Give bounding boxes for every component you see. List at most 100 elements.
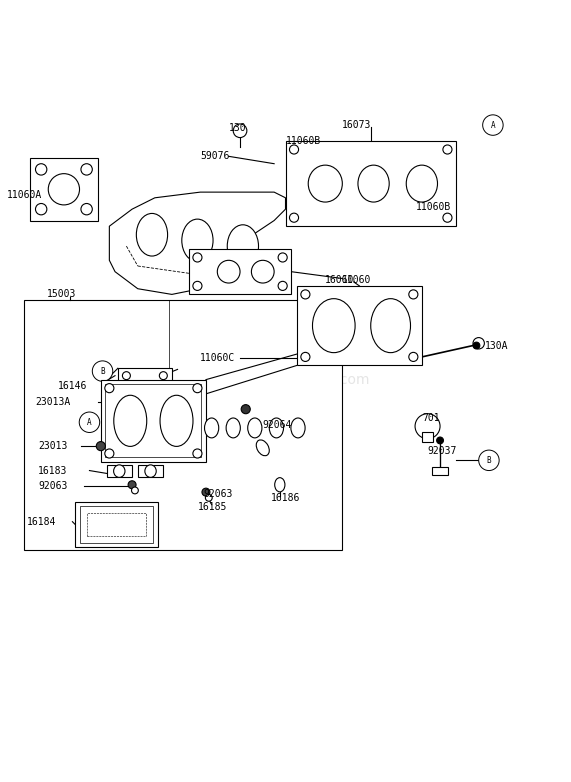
Ellipse shape (114, 465, 125, 477)
Circle shape (79, 412, 100, 432)
Ellipse shape (406, 165, 437, 202)
Circle shape (478, 450, 499, 471)
Text: 92064: 92064 (263, 420, 292, 430)
Text: 92037: 92037 (428, 446, 457, 456)
Circle shape (443, 213, 452, 222)
Circle shape (193, 282, 202, 290)
Circle shape (206, 494, 212, 501)
Text: 16186: 16186 (271, 493, 301, 503)
Circle shape (96, 442, 106, 450)
Ellipse shape (371, 299, 411, 353)
Text: 23013A: 23013A (35, 397, 71, 407)
Ellipse shape (227, 224, 259, 267)
Bar (297, 286, 422, 365)
Text: 16146: 16146 (58, 382, 87, 392)
Ellipse shape (308, 165, 343, 202)
Ellipse shape (270, 418, 284, 438)
Text: 16183: 16183 (38, 465, 68, 475)
Circle shape (202, 488, 210, 496)
Circle shape (301, 353, 310, 361)
Circle shape (473, 343, 480, 349)
Circle shape (193, 384, 202, 393)
Circle shape (93, 361, 112, 382)
Circle shape (278, 253, 287, 262)
Ellipse shape (160, 395, 193, 447)
Text: 11060C: 11060C (200, 353, 235, 363)
Ellipse shape (251, 260, 274, 283)
Circle shape (289, 213, 299, 222)
Ellipse shape (256, 440, 270, 456)
Text: 23013: 23013 (38, 441, 68, 451)
Bar (107, 465, 132, 477)
Circle shape (241, 404, 250, 414)
Text: A: A (87, 418, 92, 427)
Text: 11060: 11060 (343, 275, 372, 285)
Bar (286, 141, 456, 226)
Circle shape (35, 203, 47, 215)
Text: 11060A: 11060A (7, 190, 42, 200)
Circle shape (482, 115, 503, 135)
Text: 16073: 16073 (343, 120, 372, 130)
Circle shape (301, 290, 310, 299)
Text: 701: 701 (422, 413, 440, 423)
Bar (106, 384, 202, 457)
Text: 130A: 130A (484, 340, 508, 350)
Circle shape (278, 282, 287, 290)
Ellipse shape (136, 213, 168, 256)
Circle shape (193, 253, 202, 262)
Text: 15003: 15003 (47, 289, 76, 300)
Ellipse shape (291, 418, 305, 438)
Ellipse shape (275, 478, 285, 492)
Text: 92063: 92063 (38, 482, 68, 491)
Circle shape (437, 437, 444, 444)
Circle shape (473, 338, 484, 349)
Bar (101, 379, 206, 462)
Bar (87, 513, 146, 536)
Text: 130: 130 (228, 124, 246, 134)
Text: 16060: 16060 (325, 275, 355, 285)
Circle shape (193, 449, 202, 458)
Bar (422, 432, 433, 442)
Circle shape (289, 145, 299, 154)
Text: 16184: 16184 (27, 517, 57, 527)
Text: 11060B: 11060B (416, 203, 452, 213)
Circle shape (119, 398, 128, 407)
Ellipse shape (218, 260, 240, 283)
Bar (24, 300, 343, 550)
Bar (75, 502, 158, 547)
Text: eReplacementParts.com: eReplacementParts.com (201, 373, 370, 386)
Circle shape (415, 414, 440, 439)
Circle shape (233, 124, 247, 138)
Bar (80, 507, 153, 543)
Text: 11060B: 11060B (286, 136, 321, 146)
Text: B: B (100, 367, 105, 375)
Text: 59076: 59076 (200, 152, 230, 161)
Ellipse shape (49, 174, 79, 205)
Circle shape (128, 481, 136, 489)
Bar (189, 249, 291, 294)
Bar (30, 158, 98, 221)
Bar (432, 467, 448, 475)
Ellipse shape (182, 219, 213, 262)
Ellipse shape (226, 418, 240, 438)
Text: 16185: 16185 (198, 503, 227, 512)
Circle shape (159, 371, 167, 379)
Ellipse shape (145, 465, 156, 477)
Ellipse shape (204, 418, 219, 438)
Bar (138, 465, 163, 477)
Ellipse shape (114, 395, 147, 447)
Bar (118, 368, 172, 382)
Circle shape (409, 290, 418, 299)
Text: B: B (486, 456, 491, 465)
Ellipse shape (312, 299, 355, 353)
Circle shape (81, 163, 93, 175)
Circle shape (35, 163, 47, 175)
Circle shape (409, 353, 418, 361)
Circle shape (81, 203, 93, 215)
Circle shape (131, 487, 138, 494)
Circle shape (105, 384, 114, 393)
Circle shape (105, 449, 114, 458)
Circle shape (443, 145, 452, 154)
Ellipse shape (248, 418, 262, 438)
Text: A: A (490, 120, 495, 130)
